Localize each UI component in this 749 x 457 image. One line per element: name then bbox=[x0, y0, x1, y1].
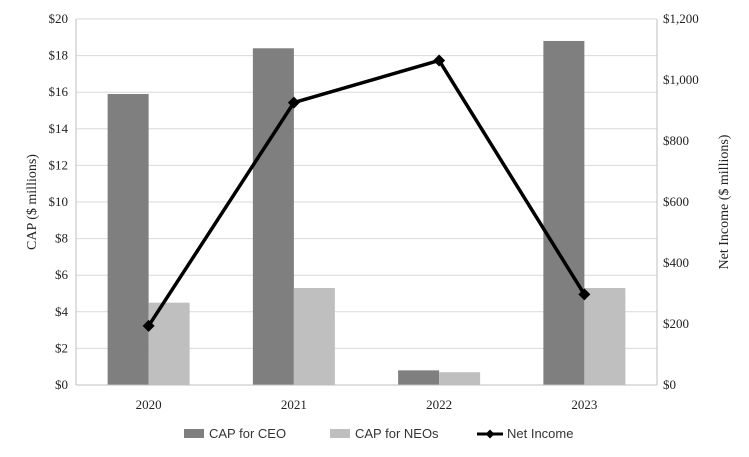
left-tick-label: $2 bbox=[55, 340, 68, 355]
legend-label-cap-for-neos: CAP for NEOs bbox=[355, 426, 439, 441]
right-tick-label: $1,200 bbox=[663, 11, 699, 26]
left-tick-label: $16 bbox=[49, 84, 69, 99]
net-income-line bbox=[147, 58, 586, 327]
legend-swatch-cap-for-ceo bbox=[184, 429, 204, 438]
left-tick-label: $4 bbox=[55, 304, 69, 319]
net-income-marker-2021 bbox=[287, 96, 300, 109]
left-tick-label: $12 bbox=[49, 157, 69, 172]
left-axis-title: CAP ($ millions) bbox=[25, 154, 40, 250]
left-tick-label: $0 bbox=[55, 377, 68, 392]
net-income-marker-2023 bbox=[578, 288, 591, 301]
x-tick-label: 2022 bbox=[426, 397, 452, 412]
bar-cap-for-ceo-2022 bbox=[398, 370, 440, 385]
legend: CAP for CEO CAP for NEOs Net Income bbox=[184, 426, 573, 441]
net-income-line-group bbox=[142, 54, 591, 332]
left-tick-label: $6 bbox=[55, 267, 69, 282]
right-tick-label: $200 bbox=[663, 316, 689, 331]
legend-label-net-income: Net Income bbox=[507, 426, 573, 441]
bar-cap-for-ceo-2020 bbox=[107, 94, 149, 385]
legend-label-cap-for-ceo: CAP for CEO bbox=[209, 426, 286, 441]
right-tick-label: $1,000 bbox=[663, 72, 699, 87]
bar-cap-for-neos-2023 bbox=[584, 288, 626, 385]
x-tick-label: 2021 bbox=[281, 397, 307, 412]
net-income-marker-2022 bbox=[433, 54, 446, 67]
net-income-marker-2020 bbox=[142, 319, 155, 332]
right-tick-label: $0 bbox=[663, 377, 676, 392]
right-tick-label: $400 bbox=[663, 255, 689, 270]
axes bbox=[75, 19, 658, 386]
bars bbox=[107, 40, 626, 386]
right-axis-ticks: $0 $200 $400 $600 $800 $1,000 $1,200 bbox=[663, 11, 699, 392]
left-tick-label: $8 bbox=[55, 231, 68, 246]
x-axis-ticks: 2020 2021 2022 2023 bbox=[136, 397, 598, 412]
left-tick-label: $20 bbox=[49, 11, 69, 26]
left-axis-ticks: $0 $2 $4 $6 $8 $10 $12 $14 $16 $18 $20 bbox=[49, 11, 69, 392]
right-tick-label: $800 bbox=[663, 133, 689, 148]
left-tick-label: $10 bbox=[49, 194, 69, 209]
bar-cap-for-neos-2021 bbox=[293, 288, 335, 385]
legend-marker-net-income bbox=[485, 429, 495, 439]
bar-cap-for-neos-2022 bbox=[439, 372, 481, 385]
left-tick-label: $18 bbox=[49, 48, 69, 63]
bar-cap-for-ceo-2021 bbox=[252, 48, 294, 385]
right-axis-title: Net Income ($ millions) bbox=[717, 134, 732, 269]
left-tick-label: $14 bbox=[49, 121, 69, 136]
bar-cap-for-ceo-2023 bbox=[543, 40, 585, 386]
legend-swatch-cap-for-neos bbox=[330, 429, 350, 438]
x-tick-label: 2023 bbox=[571, 397, 597, 412]
x-tick-label: 2020 bbox=[136, 397, 162, 412]
right-tick-label: $600 bbox=[663, 194, 689, 209]
